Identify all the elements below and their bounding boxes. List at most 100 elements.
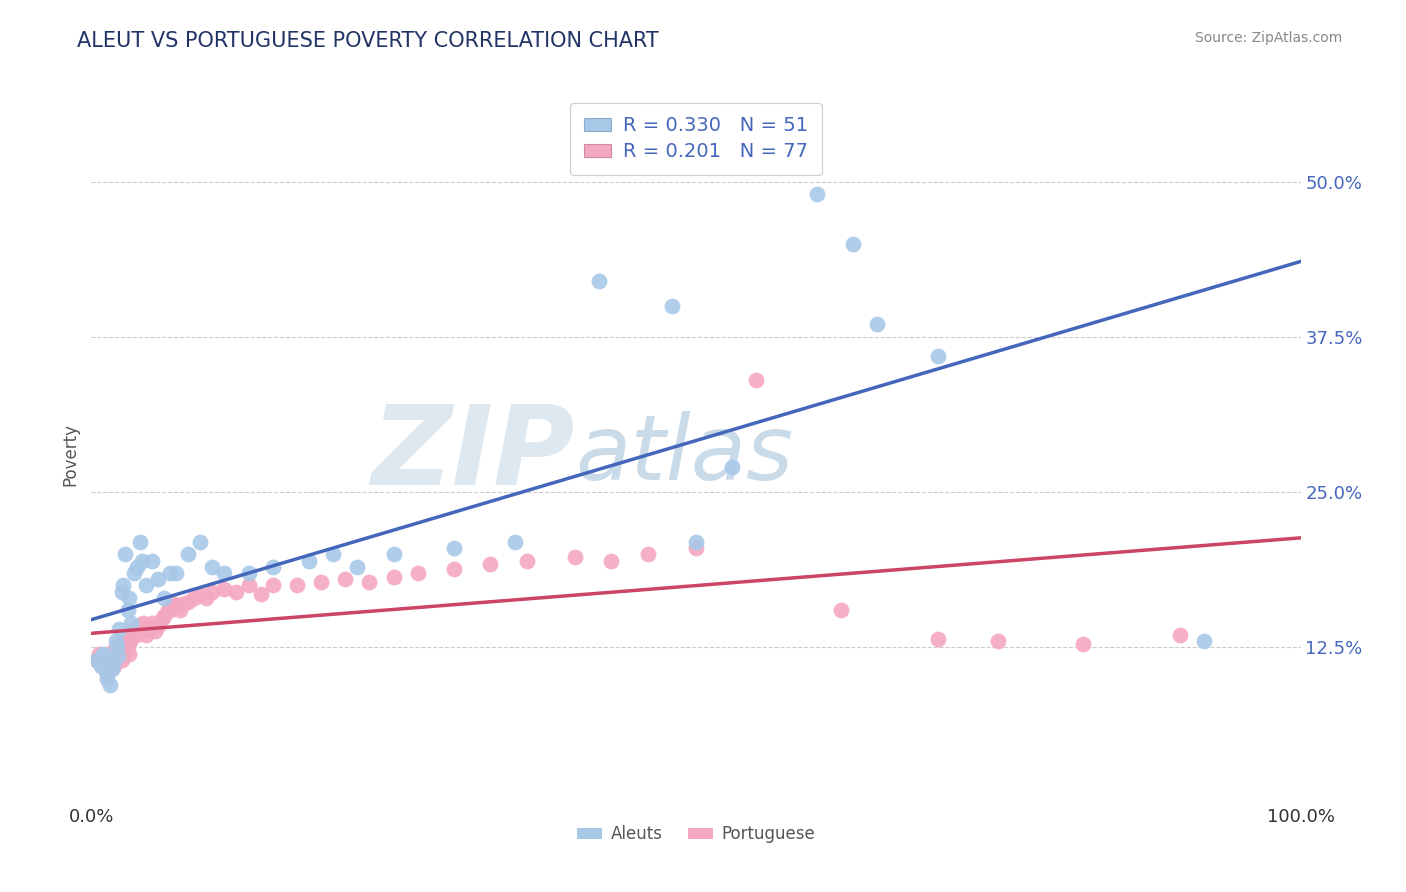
Point <box>145 624 167 639</box>
Point <box>685 541 707 555</box>
Point <box>927 349 949 363</box>
Point <box>110 649 132 664</box>
Point <box>96 672 118 686</box>
Point <box>84 653 107 667</box>
Point <box>108 647 131 661</box>
Point <box>285 578 308 592</box>
Point <box>661 299 683 313</box>
Point <box>159 566 181 580</box>
Point <box>107 649 129 664</box>
Point <box>114 547 136 561</box>
Point <box>135 578 157 592</box>
Point <box>117 640 139 655</box>
Point <box>177 547 200 561</box>
Point <box>600 553 623 567</box>
Point <box>1192 634 1215 648</box>
Point <box>141 553 163 567</box>
Point <box>91 649 114 664</box>
Point <box>101 649 124 664</box>
Point <box>195 591 218 605</box>
Point <box>87 647 110 661</box>
Point <box>101 653 124 667</box>
Point <box>128 534 150 549</box>
Point <box>249 587 271 601</box>
Point <box>120 634 142 648</box>
Point <box>588 274 610 288</box>
Point <box>201 559 224 574</box>
Point <box>503 534 526 549</box>
Point <box>927 632 949 646</box>
Point <box>94 665 117 680</box>
Point <box>125 628 148 642</box>
Point <box>842 236 865 251</box>
Point <box>101 644 124 658</box>
Point <box>359 574 381 589</box>
Point <box>118 647 141 661</box>
Point <box>129 624 152 639</box>
Point <box>86 653 108 667</box>
Point <box>685 534 707 549</box>
Point <box>637 547 659 561</box>
Point <box>146 572 169 586</box>
Point <box>93 649 115 664</box>
Point <box>98 657 121 671</box>
Point <box>127 559 149 574</box>
Text: atlas: atlas <box>575 411 793 499</box>
Point <box>141 615 163 630</box>
Point <box>169 603 191 617</box>
Point <box>225 584 247 599</box>
Point <box>122 622 145 636</box>
Point <box>103 659 125 673</box>
Point <box>172 597 194 611</box>
Text: ZIP: ZIP <box>371 401 575 508</box>
Point <box>162 597 184 611</box>
Point <box>806 187 828 202</box>
Point <box>1168 628 1191 642</box>
Point <box>104 653 127 667</box>
Point <box>443 562 465 576</box>
Point <box>177 594 200 608</box>
Point <box>188 587 211 601</box>
Point <box>165 599 187 614</box>
Point <box>131 553 153 567</box>
Point <box>94 662 117 676</box>
Point <box>183 591 205 605</box>
Point <box>443 541 465 555</box>
Point <box>214 566 236 580</box>
Point <box>346 559 368 574</box>
Point <box>1071 637 1094 651</box>
Point <box>262 578 284 592</box>
Point <box>101 662 124 676</box>
Legend: Aleuts, Portuguese: Aleuts, Portuguese <box>571 819 821 850</box>
Point <box>721 460 744 475</box>
Point <box>111 640 134 655</box>
Point <box>335 572 357 586</box>
Point <box>107 637 129 651</box>
Point <box>298 553 321 567</box>
Point <box>118 591 141 605</box>
Point <box>214 582 236 596</box>
Point <box>93 659 115 673</box>
Text: ALEUT VS PORTUGUESE POVERTY CORRELATION CHART: ALEUT VS PORTUGUESE POVERTY CORRELATION … <box>77 31 659 51</box>
Text: Source: ZipAtlas.com: Source: ZipAtlas.com <box>1195 31 1343 45</box>
Point <box>146 619 169 633</box>
Point <box>93 653 115 667</box>
Point <box>105 640 128 655</box>
Point <box>132 615 155 630</box>
Point <box>97 649 120 664</box>
Point <box>382 547 405 561</box>
Point <box>309 574 332 589</box>
Point <box>150 612 173 626</box>
Point <box>201 584 224 599</box>
Point <box>96 665 118 680</box>
Point <box>96 657 118 671</box>
Point <box>108 622 131 636</box>
Point <box>382 570 405 584</box>
Point <box>101 657 124 671</box>
Point <box>98 678 121 692</box>
Point <box>104 634 127 648</box>
Point <box>479 558 502 572</box>
Point <box>111 653 132 667</box>
Point <box>153 591 176 605</box>
Point <box>138 622 160 636</box>
